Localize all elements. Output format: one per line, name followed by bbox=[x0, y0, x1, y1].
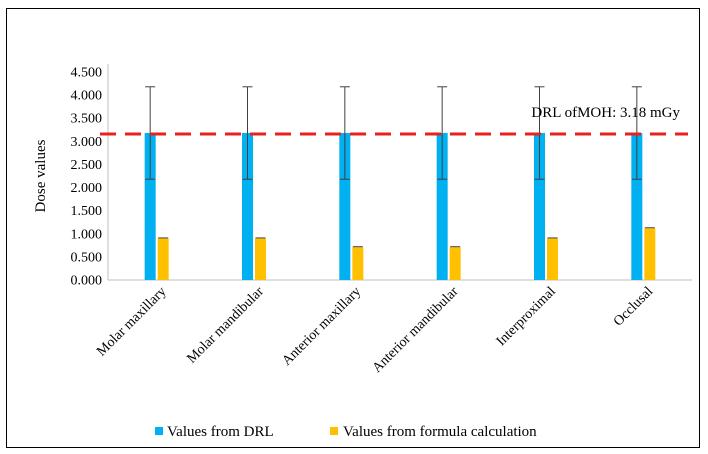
x-tick-label: Molar maxillary bbox=[94, 284, 169, 359]
x-tick-label: Interproximal bbox=[494, 284, 559, 349]
x-tick-label: Anterior maxillary bbox=[280, 284, 365, 369]
legend-swatch-formula bbox=[330, 427, 338, 435]
y-tick-label: 3.000 bbox=[71, 135, 103, 150]
bar-drl bbox=[339, 133, 351, 280]
y-tick-label: 4.500 bbox=[71, 66, 103, 81]
bar-formula bbox=[255, 238, 266, 280]
bar-formula bbox=[644, 228, 656, 280]
bar-drl bbox=[534, 133, 545, 280]
y-tick-label: 0.000 bbox=[71, 274, 103, 289]
x-tick-label: Anterior mandibular bbox=[370, 284, 462, 376]
y-axis-label: Dose values bbox=[33, 139, 49, 212]
reference-label: DRL ofMOH: 3.18 mGy bbox=[531, 105, 680, 121]
bar-formula bbox=[547, 238, 558, 280]
y-tick-label: 0.500 bbox=[71, 250, 103, 265]
y-tick-label: 3.500 bbox=[71, 112, 103, 127]
chart-frame bbox=[6, 8, 700, 448]
x-tick-label: Occlusal bbox=[611, 284, 656, 329]
legend-label-drl: Values from DRL bbox=[167, 424, 274, 440]
bar-drl bbox=[436, 133, 448, 280]
x-tick-label: Molar mandibular bbox=[184, 284, 267, 367]
y-tick-label: 2.000 bbox=[71, 181, 103, 196]
y-tick-label: 1.500 bbox=[71, 204, 103, 219]
bar-formula bbox=[157, 238, 169, 280]
bar-formula bbox=[352, 247, 364, 280]
y-tick-label: 1.000 bbox=[71, 227, 103, 242]
legend-label-formula: Values from formula calculation bbox=[343, 424, 537, 440]
bar-drl bbox=[144, 133, 156, 280]
legend-swatch-drl bbox=[155, 427, 163, 435]
bar-drl bbox=[242, 133, 253, 280]
bar-drl bbox=[631, 133, 643, 280]
bar-formula bbox=[449, 247, 461, 280]
y-tick-label: 2.500 bbox=[71, 158, 103, 173]
y-tick-label: 4.000 bbox=[71, 89, 103, 104]
